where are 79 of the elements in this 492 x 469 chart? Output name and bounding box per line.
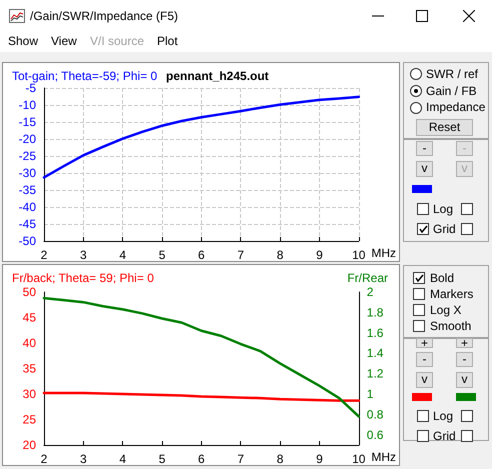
y-tick-label: -30 [18,166,36,180]
text: - [416,352,433,367]
y2-tick-label: 1.6 [366,326,384,340]
y-tick-label: 35 [22,362,36,376]
line-series [42,296,360,418]
y-tick-label: -5 [25,81,36,95]
y-tick-label: -50 [18,234,36,248]
y-tick-label: -40 [18,200,36,214]
x-tick-label: 4 [119,248,126,262]
y2-tick-label: 1.4 [366,346,384,360]
x-tick-label: 10 [352,452,366,466]
y-tick-label: 40 [22,336,36,350]
text: Reset [416,119,473,136]
y-tick-label: -20 [18,132,36,146]
x-tick-label: 5 [158,248,166,262]
text: v [456,372,473,388]
y-tick-label: 25 [22,412,36,426]
y2-tick-label: 0.8 [366,407,384,422]
x-tick-label: 5 [158,452,166,466]
y-tick-label: 30 [22,387,36,401]
text: v [416,161,433,177]
text: V/I source [90,34,144,48]
y-tick-label: -45 [18,217,36,231]
x-tick-label: 8 [276,452,284,466]
x-tick-label: 2 [40,248,48,262]
x-tick-label: 2 [40,452,48,466]
y-tick-label: -10 [18,98,36,112]
y2-tick-label: 2 [366,285,374,299]
y2-tick-label: 0.6 [366,428,384,442]
text: - [456,141,473,156]
text: Bold [430,271,454,285]
text: Plot [157,34,178,48]
y2-axis-title: Fr/Rear [347,271,388,285]
x-tick-label: 7 [237,452,244,466]
text: Log X [430,303,462,317]
y-axis-title: Tot-gain; Theta=-59; Phi= 0 [12,69,158,83]
text: Smooth [430,319,472,333]
x-tick-label: 8 [276,248,284,262]
text: v [456,161,473,177]
x-axis-title: MHz [371,450,396,464]
x-tick-label: 6 [198,248,206,262]
text: + [416,336,433,350]
y-tick-label: 50 [22,285,36,299]
x-tick-label: 9 [316,452,324,466]
y2-tick-label: 1 [366,387,374,401]
text: Grid [433,222,456,236]
y2-tick-label: 1.8 [366,305,384,320]
x-tick-label: 7 [237,248,244,262]
text: + [456,336,473,350]
y-tick-label: 20 [22,438,36,452]
x-tick-label: 3 [80,452,87,466]
text: SWR / ref [426,67,478,81]
text: /Gain/SWR/Impedance (F5) [30,9,178,23]
x-tick-label: 4 [119,452,126,466]
text: Show [8,34,38,48]
text: Markers [430,287,474,301]
text: Log [433,409,454,423]
y-tick-label: -25 [18,149,36,163]
text: Gain / FB [426,84,477,98]
x-tick-label: 9 [316,248,324,262]
line-series [42,96,360,179]
text: - [456,352,473,367]
text: - [416,141,433,156]
text: Grid [433,429,456,443]
chart-title: pennant_h245.out [166,69,269,83]
y-tick-label: 45 [22,310,36,324]
y-tick-label: -35 [18,183,36,197]
text: v [416,372,433,388]
text: Log [433,202,454,216]
x-axis-title: MHz [371,246,396,260]
x-tick-label: 10 [352,248,366,262]
y2-tick-label: 1.2 [366,366,384,381]
line-series [42,392,360,402]
x-tick-label: 6 [198,452,206,466]
x-tick-label: 3 [80,248,87,262]
text: View [51,34,77,48]
y-axis-title: Fr/back; Theta= 59; Phi= 0 [12,271,154,285]
y-tick-label: -15 [18,115,36,129]
text: Impedance [426,100,486,114]
